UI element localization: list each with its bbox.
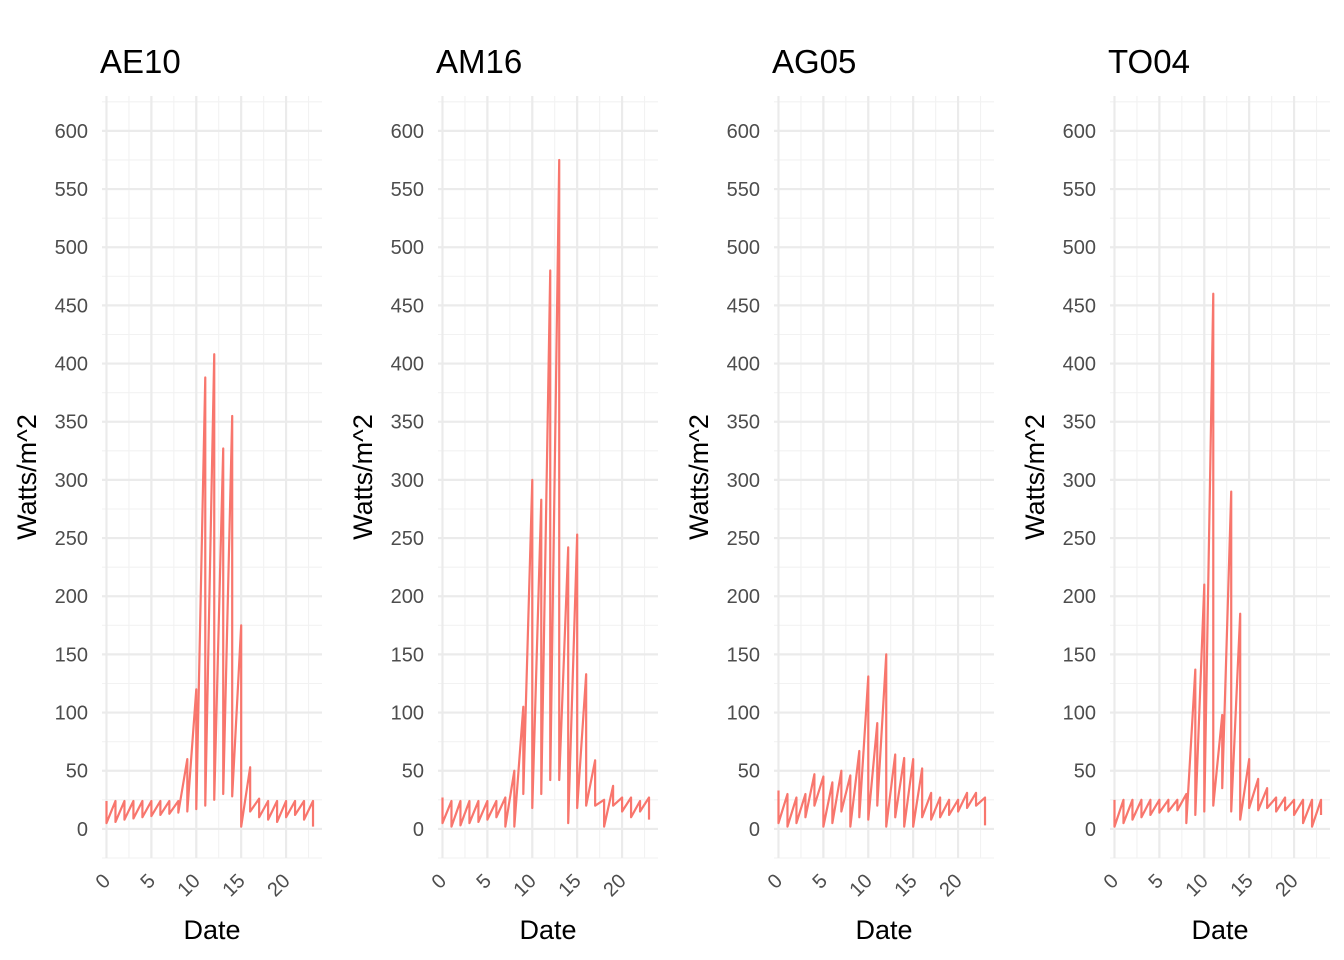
y-tick-label: 100	[1063, 703, 1096, 725]
y-axis-label: Watts/m^2	[348, 414, 378, 540]
y-tick-label: 50	[738, 761, 760, 783]
y-tick-label: 350	[727, 412, 760, 434]
y-tick-label: 550	[55, 179, 88, 201]
y-tick-label: 250	[55, 528, 88, 550]
y-tick-label: 550	[391, 179, 424, 201]
y-tick-label: 50	[402, 761, 424, 783]
x-tick-label: 0	[428, 870, 451, 893]
y-tick-label: 500	[55, 237, 88, 259]
y-tick-label: 200	[727, 586, 760, 608]
y-tick-label: 500	[391, 237, 424, 259]
y-tick-label: 250	[727, 528, 760, 550]
x-tick-label: 15	[890, 870, 921, 901]
x-tick-label: 10	[510, 870, 541, 901]
y-tick-label: 450	[727, 295, 760, 317]
y-tick-label: 150	[391, 644, 424, 666]
y-tick-label: 250	[1063, 528, 1096, 550]
x-tick-label: 10	[846, 870, 877, 901]
x-tick-label: 10	[1182, 870, 1213, 901]
x-tick-label: 15	[1226, 870, 1257, 901]
y-tick-label: 0	[749, 819, 760, 841]
y-tick-label: 400	[1063, 354, 1096, 376]
x-axis-label: Date	[1191, 915, 1248, 945]
y-tick-label: 300	[727, 470, 760, 492]
y-tick-label: 600	[1063, 121, 1096, 143]
y-tick-label: 50	[1074, 761, 1096, 783]
y-tick-label: 150	[1063, 644, 1096, 666]
panel-title: TO04	[1108, 43, 1190, 80]
y-tick-label: 450	[55, 295, 88, 317]
y-tick-label: 200	[1063, 586, 1096, 608]
x-tick-label: 10	[174, 870, 205, 901]
y-tick-label: 350	[391, 412, 424, 434]
y-tick-label: 350	[1063, 412, 1096, 434]
y-tick-label: 600	[727, 121, 760, 143]
y-tick-label: 300	[391, 470, 424, 492]
y-tick-label: 100	[727, 703, 760, 725]
y-tick-label: 400	[391, 354, 424, 376]
y-tick-label: 250	[391, 528, 424, 550]
x-tick-label: 0	[1100, 870, 1123, 893]
y-tick-label: 50	[66, 761, 88, 783]
panel-title: AM16	[436, 43, 522, 80]
x-tick-label: 5	[473, 870, 496, 893]
x-tick-label: 0	[92, 870, 115, 893]
series-line	[105, 353, 315, 828]
y-tick-label: 150	[55, 644, 88, 666]
panel-title: AG05	[772, 43, 856, 80]
y-tick-label: 450	[391, 295, 424, 317]
y-tick-label: 550	[1063, 179, 1096, 201]
x-tick-label: 20	[599, 870, 630, 901]
panel-title: AE10	[100, 43, 181, 80]
y-tick-label: 200	[55, 586, 88, 608]
x-tick-label: 15	[218, 870, 249, 901]
y-axis-label: Watts/m^2	[684, 414, 714, 540]
x-axis-label: Date	[519, 915, 576, 945]
y-axis-label: Watts/m^2	[12, 414, 42, 540]
y-axis-label: Watts/m^2	[1020, 414, 1050, 540]
x-axis-label: Date	[855, 915, 912, 945]
y-tick-label: 300	[55, 470, 88, 492]
y-tick-label: 200	[391, 586, 424, 608]
y-tick-label: 600	[391, 121, 424, 143]
x-tick-label: 0	[764, 870, 787, 893]
y-tick-label: 400	[55, 354, 88, 376]
x-tick-label: 5	[1145, 870, 1168, 893]
x-tick-label: 5	[809, 870, 832, 893]
y-tick-label: 100	[391, 703, 424, 725]
y-tick-label: 450	[1063, 295, 1096, 317]
y-tick-label: 0	[1085, 819, 1096, 841]
y-tick-label: 400	[727, 354, 760, 376]
y-tick-label: 300	[1063, 470, 1096, 492]
x-axis-label: Date	[183, 915, 240, 945]
series-line	[1113, 292, 1323, 828]
y-tick-label: 0	[77, 819, 88, 841]
series-line	[777, 653, 987, 828]
x-tick-label: 5	[137, 870, 160, 893]
x-tick-label: 15	[554, 870, 585, 901]
y-tick-label: 0	[413, 819, 424, 841]
x-tick-label: 20	[1271, 870, 1302, 901]
y-tick-label: 500	[1063, 237, 1096, 259]
y-tick-label: 500	[727, 237, 760, 259]
x-tick-label: 20	[935, 870, 966, 901]
y-tick-label: 100	[55, 703, 88, 725]
y-tick-label: 350	[55, 412, 88, 434]
x-tick-label: 20	[263, 870, 294, 901]
series-line	[441, 158, 651, 828]
y-tick-label: 550	[727, 179, 760, 201]
y-tick-label: 150	[727, 644, 760, 666]
y-tick-label: 600	[55, 121, 88, 143]
